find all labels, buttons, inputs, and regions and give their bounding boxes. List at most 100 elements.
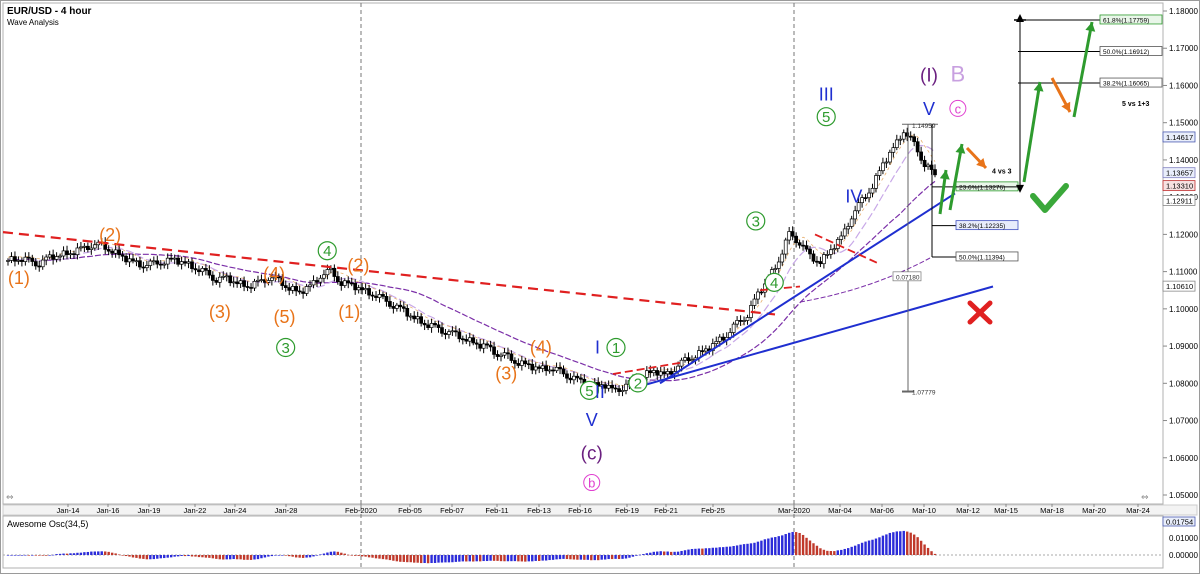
candle-body <box>415 316 420 320</box>
osc-bar <box>704 548 708 555</box>
candle-body <box>742 320 746 322</box>
osc-bar <box>638 554 642 556</box>
price-axis-label: 1.09000 <box>1169 342 1198 351</box>
osc-bar <box>739 544 742 555</box>
candle-body <box>318 277 323 283</box>
wave-label: 5 <box>822 109 830 126</box>
scroll-right-icon[interactable]: ⇔ <box>1141 493 1149 503</box>
osc-bar <box>374 555 378 559</box>
candle-body <box>450 330 455 333</box>
time-axis-label: Feb-25 <box>701 506 725 515</box>
osc-bar <box>933 553 937 555</box>
candle-body <box>617 388 621 392</box>
candle-body <box>210 274 215 281</box>
osc-bar <box>121 555 124 556</box>
candle-body <box>839 235 844 240</box>
osc-bar <box>326 552 329 555</box>
osc-bar <box>385 555 388 560</box>
osc-bar <box>190 555 194 557</box>
candle-body <box>658 371 663 376</box>
fib-level-box <box>1099 46 1163 56</box>
time-axis-label: Mar-24 <box>1126 506 1150 515</box>
osc-bar <box>746 543 749 555</box>
osc-bar <box>506 555 510 562</box>
candle-body <box>669 371 673 375</box>
candle-body <box>832 248 837 251</box>
orange-arrow-2-head <box>1061 101 1071 112</box>
wave-label: (3) <box>495 364 517 384</box>
osc-bar <box>357 555 360 556</box>
osc-bar <box>517 555 520 562</box>
osc-bar <box>694 548 697 555</box>
candle-body <box>349 282 354 285</box>
candle-body <box>283 285 288 288</box>
osc-bar <box>562 555 565 559</box>
osc-bar <box>520 555 524 562</box>
candle-body <box>86 245 90 250</box>
osc-bar <box>749 543 753 555</box>
candle-body <box>61 250 66 257</box>
osc-bar <box>239 555 242 560</box>
candle-body <box>492 346 496 355</box>
osc-bar <box>892 532 895 555</box>
candle-body <box>460 338 465 341</box>
osc-bar <box>482 555 485 562</box>
osc-axis-label: 0.00000 <box>1169 551 1198 560</box>
osc-bar <box>801 534 805 555</box>
osc-bar <box>610 555 614 560</box>
time-axis-label: Mar-18 <box>1040 506 1064 515</box>
note-range: 0.07180 <box>896 274 920 281</box>
osc-bar <box>34 555 37 556</box>
candle-body <box>686 357 691 362</box>
price-tag-label: 1.12911 <box>1166 196 1193 205</box>
candle-body <box>6 260 10 262</box>
osc-bar <box>138 555 142 559</box>
osc-bar <box>201 555 204 558</box>
candle-body <box>457 331 462 340</box>
osc-bar <box>815 545 819 555</box>
checkmark-icon <box>1030 183 1069 213</box>
price-axis-label: 1.17000 <box>1169 44 1198 53</box>
scroll-left-icon[interactable]: ⇔ <box>6 493 14 503</box>
osc-bar <box>899 531 902 555</box>
wave-label: (1) <box>8 268 30 288</box>
osc-bar <box>274 555 277 556</box>
fib-level-box <box>955 220 1019 231</box>
osc-bar <box>763 539 767 555</box>
candle-body <box>235 281 239 285</box>
wave-label: 2 <box>634 375 642 392</box>
candle-body <box>828 249 833 255</box>
candle-body <box>419 316 424 324</box>
osc-bar <box>555 555 558 560</box>
osc-bar <box>48 555 51 556</box>
candle-body <box>179 261 184 265</box>
osc-bar <box>426 555 430 564</box>
candle-body <box>228 275 233 284</box>
candle-body <box>270 277 274 281</box>
price-axis-label: 1.08000 <box>1169 379 1198 388</box>
osc-bar <box>156 555 159 559</box>
candle-body <box>426 324 430 328</box>
candle-body <box>908 135 913 138</box>
candle-body <box>106 249 111 252</box>
candle-body <box>381 294 385 297</box>
price-tag-box <box>1162 195 1196 206</box>
osc-bar <box>753 542 756 555</box>
osc-bar <box>117 554 121 556</box>
candle-body <box>752 298 757 306</box>
osc-bar <box>628 555 631 558</box>
candle-body <box>335 276 340 282</box>
osc-bar <box>458 555 461 562</box>
osc-bar <box>902 530 905 555</box>
note-5-vs-1-3: 5 vs 1+3 <box>1122 101 1150 108</box>
candle-body <box>329 267 333 270</box>
osc-bar <box>576 555 579 560</box>
osc-bar <box>906 531 909 555</box>
candle-body <box>44 256 49 261</box>
osc-bar <box>808 540 812 555</box>
wave-label: b <box>588 476 595 491</box>
osc-bar <box>55 554 58 555</box>
osc-bar <box>437 555 440 563</box>
candle-body <box>572 375 576 381</box>
pane-separator[interactable] <box>2 504 1198 516</box>
